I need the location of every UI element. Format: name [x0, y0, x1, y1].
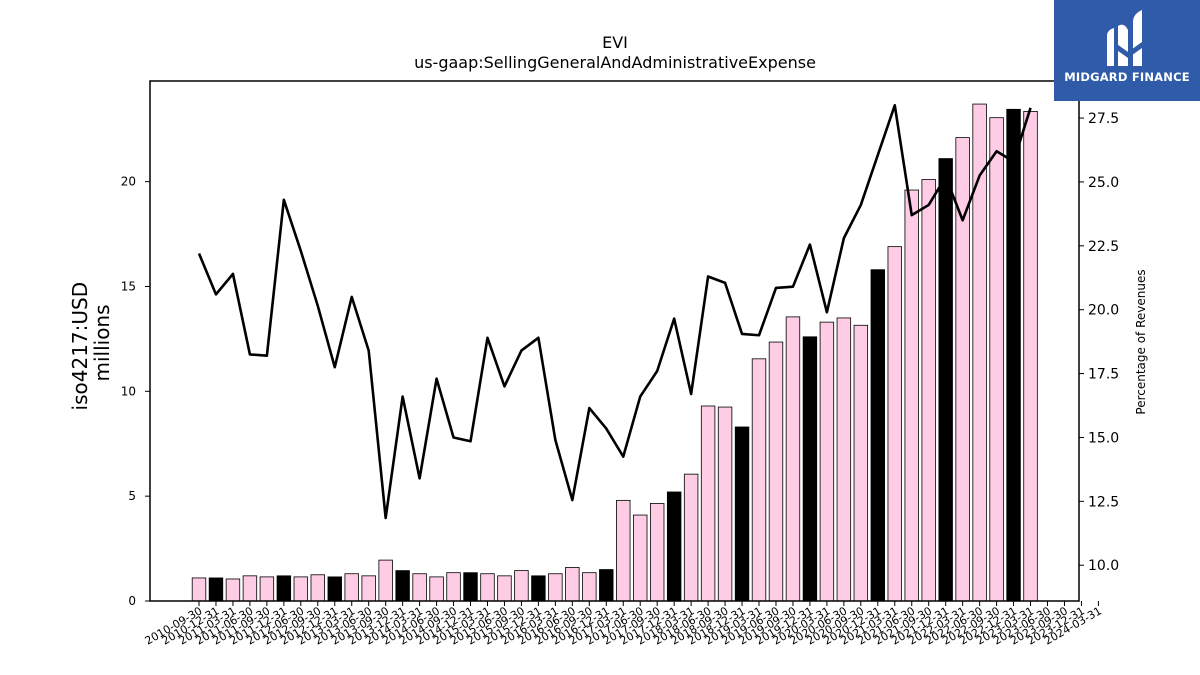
- bar-2014-03-31: [412, 573, 427, 602]
- bar-2017-12-31: [666, 491, 682, 602]
- bar-2011-03-31: [225, 578, 241, 602]
- y-right-axis: 10.0 12.5 15.0 17.5 20.0 22.5 25.0 27.5: [1079, 111, 1119, 574]
- y-left-tick-label: 5: [128, 489, 136, 503]
- bar-2015-06-30: [497, 575, 512, 602]
- bar-2014-12-31: [463, 572, 478, 602]
- y-axis-title-line-2: millions: [90, 304, 114, 381]
- bar-2010-12-31: [208, 577, 224, 602]
- bar-2020-09-30: [853, 324, 869, 602]
- bar-2021-03-31: [887, 246, 902, 602]
- bar-2010-09-30: [191, 577, 207, 602]
- bar-2019-09-30: [785, 316, 801, 602]
- bar-2019-12-31: [802, 336, 818, 602]
- y-right-tick-label: 17.5: [1088, 367, 1119, 383]
- y-right-tick-label: 22.5: [1088, 239, 1119, 255]
- bar-2016-03-31: [548, 573, 563, 602]
- y-axis-title-line-1: iso4217:USD: [68, 282, 92, 411]
- bar-2017-03-31: [616, 499, 631, 602]
- bar-2020-06-30: [836, 317, 852, 602]
- bar-2016-09-30: [582, 572, 597, 602]
- y-axis-title-left: iso4217:USD millions: [68, 276, 114, 411]
- bar-2016-06-30: [565, 567, 580, 602]
- bar-2018-06-30: [700, 405, 716, 602]
- bar-2016-12-31: [599, 569, 614, 602]
- bar-2013-03-31: [344, 573, 359, 602]
- brand-mark-icon: [1107, 10, 1142, 67]
- y-left-tick-label: 20: [121, 175, 136, 189]
- plot-frame: [149, 80, 1080, 602]
- y-right-tick-label: 25.0: [1088, 175, 1119, 191]
- y-right-tick-label: 12.5: [1088, 494, 1119, 510]
- bar-2020-03-31: [819, 321, 835, 602]
- bar-2011-06-30: [242, 575, 258, 602]
- brand-name: MIDGARD FINANCE: [1064, 70, 1190, 84]
- bar-2019-03-31: [751, 358, 767, 602]
- bar-2020-12-31: [870, 269, 886, 602]
- bar-2015-12-31: [531, 575, 546, 602]
- bar-2015-03-31: [480, 573, 495, 602]
- bar-2022-12-31: [1006, 108, 1021, 602]
- bar-2017-09-30: [649, 503, 665, 602]
- bar-2011-12-31: [276, 575, 292, 602]
- y-right-tick-label: 15.0: [1088, 430, 1119, 446]
- bar-2013-12-31: [395, 570, 410, 602]
- chart-subtitle: us-gaap:SellingGeneralAndAdministrativeE…: [414, 53, 816, 72]
- bar-2022-09-30: [989, 117, 1004, 602]
- y-left-tick-label: 10: [121, 384, 136, 398]
- bar-2021-12-31: [938, 158, 953, 602]
- y-left-axis: 0 5 10 15 20: [121, 175, 150, 608]
- x-axis: 2010-09-302010-12-312011-03-312011-06-30…: [143, 601, 1104, 648]
- bar-2012-06-30: [293, 576, 309, 602]
- chart-title: EVI: [602, 33, 628, 52]
- bar-2012-09-30: [310, 574, 325, 602]
- bar-2014-09-30: [446, 572, 461, 602]
- bar-2019-06-30: [768, 341, 784, 602]
- bar-2012-12-31: [327, 576, 342, 602]
- brand-logo: MIDGARD FINANCE: [1054, 0, 1200, 101]
- bar-2015-09-30: [514, 570, 529, 602]
- y-right-tick-label: 20.0: [1088, 303, 1119, 319]
- bar-2013-09-30: [378, 559, 393, 602]
- bar-2011-09-30: [259, 576, 275, 602]
- sga-percentage-line: [197, 103, 1032, 520]
- bar-2023-03-31: [1023, 111, 1038, 602]
- bar-2021-06-30: [904, 189, 919, 602]
- y-right-tick-label: 10.0: [1088, 558, 1119, 574]
- bar-2021-09-30: [921, 179, 936, 602]
- y-axis-title-right: Percentage of Revenues: [1134, 269, 1148, 414]
- bar-2014-06-30: [429, 576, 444, 602]
- y-left-tick-label: 15: [121, 279, 136, 293]
- y-right-tick-label: 27.5: [1088, 111, 1119, 127]
- y-left-tick-label: 0: [128, 594, 136, 608]
- bar-2018-09-30: [717, 406, 733, 602]
- bar-2018-03-31: [683, 473, 699, 602]
- line-series-group: [197, 103, 1032, 520]
- bars-group: [191, 103, 1038, 602]
- bar-2013-06-30: [361, 575, 376, 602]
- bar-2017-06-30: [633, 514, 648, 602]
- bar-2018-12-31: [734, 426, 750, 602]
